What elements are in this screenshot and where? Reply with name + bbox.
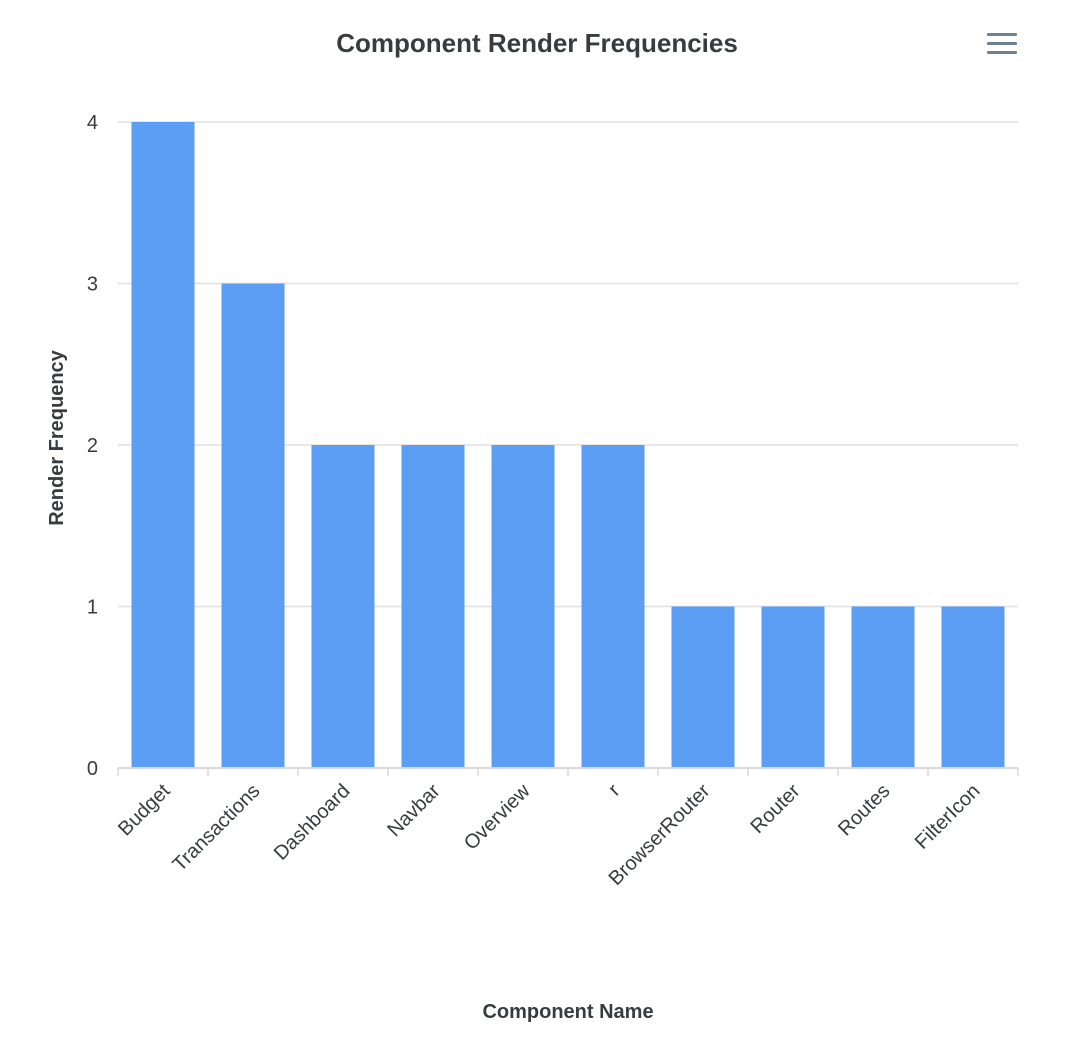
x-tick-label: Router bbox=[747, 780, 805, 838]
bar-filtericon[interactable] bbox=[941, 606, 1005, 769]
bar-browserrouter[interactable] bbox=[671, 606, 735, 769]
x-tick-label: Dashboard bbox=[270, 780, 355, 865]
x-axis-title: Component Name bbox=[482, 1001, 653, 1023]
y-tick-label: 1 bbox=[87, 597, 98, 619]
bars bbox=[131, 122, 1005, 769]
x-tick-label: Transactions bbox=[169, 780, 265, 876]
menu-line bbox=[987, 51, 1017, 54]
chart-title: Component Render Frequencies bbox=[336, 28, 738, 58]
x-tick-label: Overview bbox=[460, 780, 535, 855]
x-tick-label: Budget bbox=[114, 780, 175, 841]
bar-transactions[interactable] bbox=[221, 283, 285, 769]
y-axis: 0 1 2 3 4 bbox=[87, 112, 98, 780]
x-tick-label: r bbox=[604, 780, 625, 801]
bar-routes[interactable] bbox=[851, 606, 915, 769]
bar-overview[interactable] bbox=[491, 445, 555, 768]
y-tick-label: 0 bbox=[87, 758, 98, 780]
x-tick-label: Routes bbox=[834, 780, 894, 840]
menu-line bbox=[987, 42, 1017, 45]
bar-budget[interactable] bbox=[131, 122, 195, 768]
bar-dashboard[interactable] bbox=[311, 445, 375, 768]
x-tick-label: FilterIcon bbox=[911, 780, 985, 854]
y-axis-title: Render Frequency bbox=[46, 349, 68, 525]
menu-line bbox=[987, 33, 1017, 36]
bar-r[interactable] bbox=[581, 445, 645, 768]
bar-navbar[interactable] bbox=[401, 445, 465, 768]
hamburger-menu-icon[interactable] bbox=[984, 30, 1020, 58]
y-tick-label: 3 bbox=[87, 274, 98, 296]
x-axis bbox=[117, 767, 1019, 776]
y-tick-label: 4 bbox=[87, 112, 98, 134]
bar-router[interactable] bbox=[761, 606, 825, 769]
y-tick-label: 2 bbox=[87, 435, 98, 457]
x-tick-label: Navbar bbox=[383, 780, 444, 841]
